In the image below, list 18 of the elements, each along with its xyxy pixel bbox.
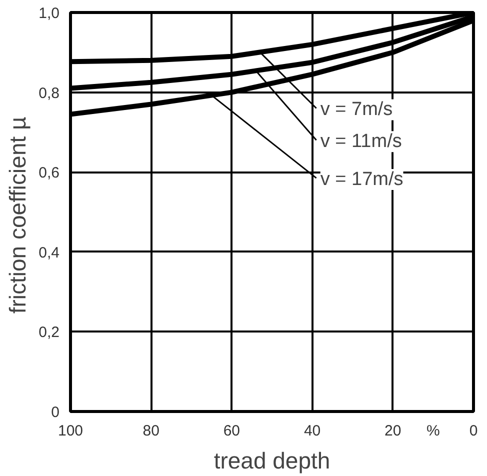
y-tick-label: 0,2: [38, 324, 60, 342]
x-axis-title: tread depth: [214, 448, 330, 474]
y-tick-label: 0: [51, 404, 60, 421]
x-tick-label: 100: [58, 422, 84, 440]
y-tick-label: 1,0: [38, 5, 60, 22]
y-tick-label: 0,8: [38, 84, 60, 102]
x-tick-label: 60: [223, 422, 240, 440]
x-tick-label: 80: [142, 422, 160, 440]
x-tick-label: 20: [384, 422, 402, 440]
y-tick-label: 0,4: [38, 244, 60, 262]
x-tick-label: 40: [304, 422, 321, 440]
x-tick-label: 0: [469, 422, 478, 440]
text: %: [426, 422, 440, 440]
text: v = 11m/s: [320, 131, 402, 152]
y-axis-title: friction coefficient µ: [4, 116, 31, 314]
text: v = 17m/s: [320, 169, 404, 190]
y-tick-label: 0,6: [38, 164, 60, 182]
text: v = 7m/s: [320, 99, 393, 120]
